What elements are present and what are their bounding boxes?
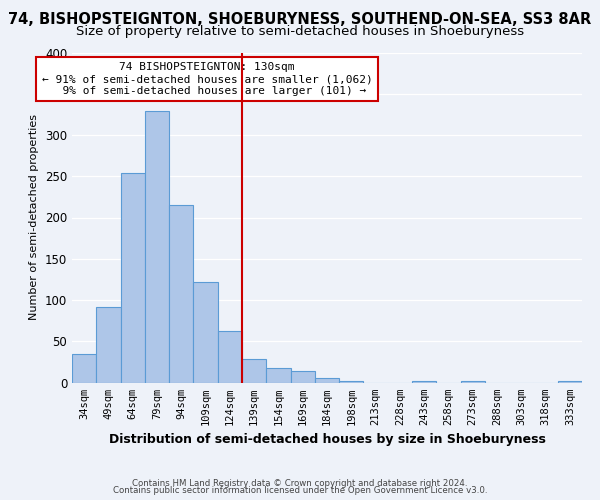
Bar [121, 173, 145, 382]
Bar [242, 358, 266, 382]
Text: Size of property relative to semi-detached houses in Shoeburyness: Size of property relative to semi-detach… [76, 25, 524, 38]
Bar [145, 111, 169, 382]
Y-axis label: Number of semi-detached properties: Number of semi-detached properties [29, 114, 40, 320]
Bar [461, 381, 485, 382]
Bar [193, 282, 218, 382]
Text: 74, BISHOPSTEIGNTON, SHOEBURYNESS, SOUTHEND-ON-SEA, SS3 8AR: 74, BISHOPSTEIGNTON, SHOEBURYNESS, SOUTH… [8, 12, 592, 28]
Bar [339, 381, 364, 382]
Bar [169, 205, 193, 382]
Bar [290, 371, 315, 382]
X-axis label: Distribution of semi-detached houses by size in Shoeburyness: Distribution of semi-detached houses by … [109, 433, 545, 446]
Bar [96, 308, 121, 382]
Bar [72, 354, 96, 382]
Bar [412, 381, 436, 382]
Text: Contains public sector information licensed under the Open Government Licence v3: Contains public sector information licen… [113, 486, 487, 495]
Bar [315, 378, 339, 382]
Text: 74 BISHOPSTEIGNTON: 130sqm
← 91% of semi-detached houses are smaller (1,062)
  9: 74 BISHOPSTEIGNTON: 130sqm ← 91% of semi… [42, 62, 373, 96]
Bar [558, 381, 582, 382]
Bar [266, 368, 290, 382]
Text: Contains HM Land Registry data © Crown copyright and database right 2024.: Contains HM Land Registry data © Crown c… [132, 478, 468, 488]
Bar [218, 330, 242, 382]
